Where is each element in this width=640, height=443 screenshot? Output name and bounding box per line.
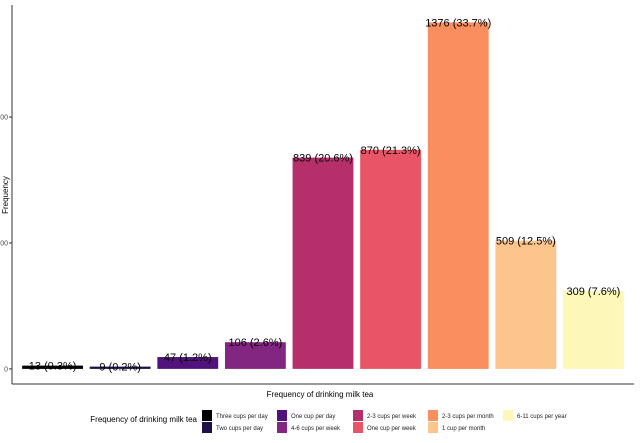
bar-4 [292,157,354,369]
bar-3 [224,342,286,369]
y-tick-label-1: 500 [0,240,8,247]
bar-5 [360,149,422,369]
bars [22,22,624,369]
legend-label-4: 2-3 cups per week [367,414,417,420]
bar-7 [495,240,557,369]
data-label-0: 13 (0.3%) [29,361,77,373]
legend-swatch-8 [503,410,513,421]
data-label-6: 1376 (33.7%) [425,17,491,29]
bar-2 [157,357,219,369]
y-axis-label: Frequency [1,176,10,214]
data-label-5: 870 (21.3%) [361,145,421,157]
legend-label-0: Three cups per day [216,414,268,420]
legend-label-2: One cup per day [291,414,335,420]
data-labels: 13 (0.3%) 9 (0.2%) 47 (1.2%) 106 (2.6%) 839 … [29,17,621,373]
legend-label-6: 2-3 cups per month [442,414,494,420]
bar-8 [563,291,624,369]
data-label-7: 509 (12.5%) [496,236,556,248]
legend-swatch-5 [353,422,363,433]
legend-swatch-7 [428,422,438,433]
legend-swatch-0 [202,410,212,421]
legend-label-8: 6-11 cups per year [517,414,567,420]
legend-label-3: 4-6 cups per week [291,426,341,432]
y-tick-label-2: 1000 [0,115,8,122]
data-label-2: 47 (1.2%) [164,352,212,364]
y-tick-label-0: 0 [4,366,8,373]
data-label-4: 839 (20.6%) [293,153,353,165]
data-label-1: 9 (0.2%) [99,362,141,374]
legend-swatch-3 [277,422,287,433]
x-axis-label: Frequency of drinking milk tea [267,390,374,399]
legend-swatch-6 [428,410,438,421]
y-ticks: 0 500 1000 [0,115,12,373]
legend-swatch-2 [277,410,287,421]
legend-label-1: Two cups per day [216,426,263,432]
legend-label-7: 1 cup per month [442,426,485,432]
legend-title: Frequency of drinking milk tea [90,415,197,424]
legend-swatch-4 [353,410,363,421]
bar-1 [89,366,151,369]
bar-6 [427,22,489,369]
data-label-8: 309 (7.6%) [567,286,621,298]
data-label-3: 106 (2.6%) [228,337,282,349]
legend: Three cups per day Two cups per day One cu… [202,410,567,433]
bar-0 [22,365,83,369]
legend-swatch-1 [202,422,212,433]
legend-label-5: One cup per week [367,426,417,432]
